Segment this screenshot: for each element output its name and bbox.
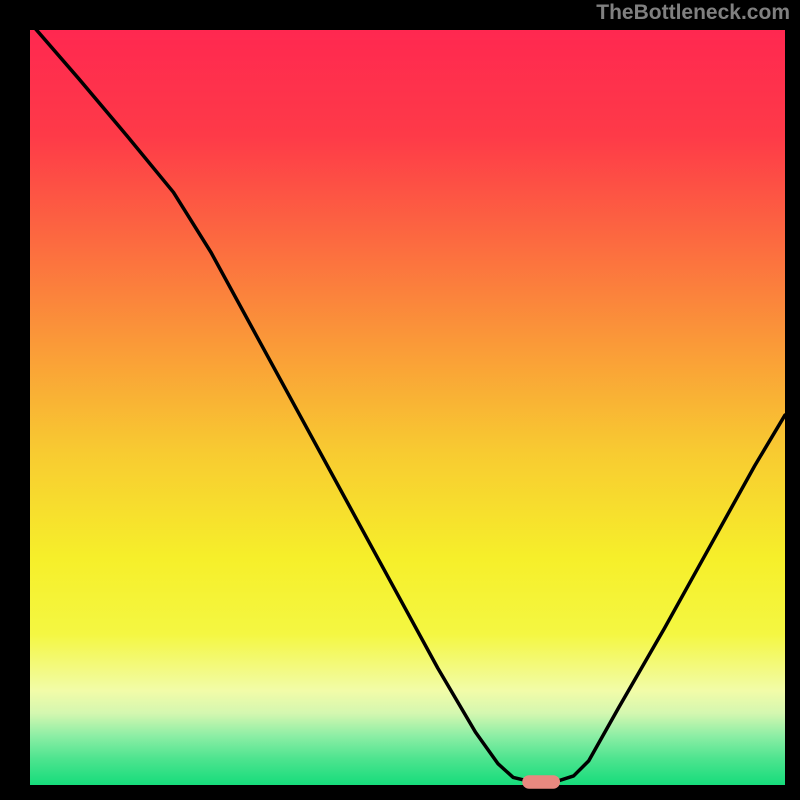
plot-background — [30, 30, 785, 785]
bottleneck-chart — [0, 0, 800, 800]
optimal-marker — [522, 775, 560, 789]
chart-container: TheBottleneck.com — [0, 0, 800, 800]
watermark-text: TheBottleneck.com — [596, 1, 790, 25]
